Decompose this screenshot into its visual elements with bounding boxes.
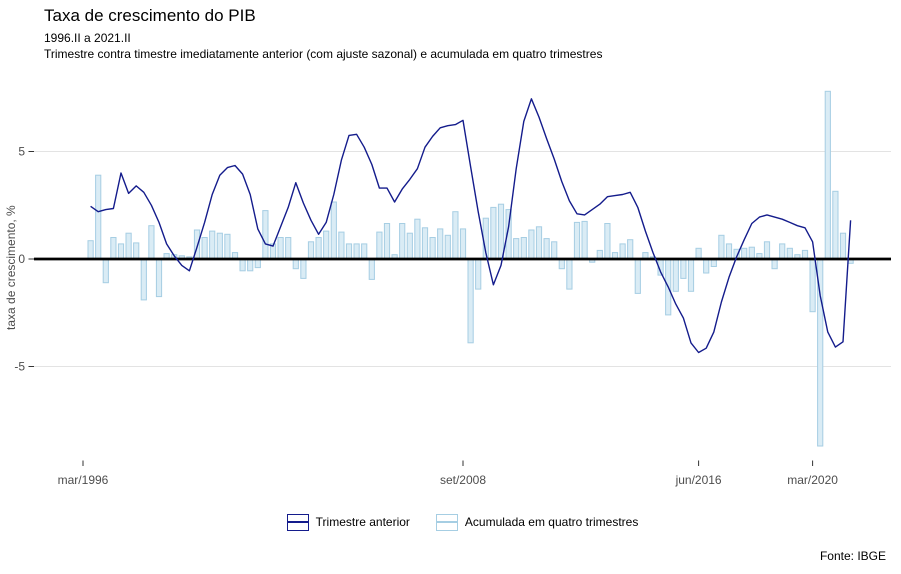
x-tick-label: mar/1996 <box>58 473 109 487</box>
bar <box>315 237 322 260</box>
bar <box>338 231 345 260</box>
bar <box>513 238 520 260</box>
y-tick-label: 5 <box>18 145 25 159</box>
bar <box>444 234 451 260</box>
chart-subtitle-period: 1996.II a 2021.II <box>44 31 131 45</box>
bar <box>300 258 307 279</box>
bar <box>414 218 421 260</box>
bar <box>376 231 383 260</box>
bar <box>490 206 497 260</box>
bar <box>285 237 292 260</box>
bar <box>619 243 626 260</box>
bar <box>209 230 216 260</box>
legend: Trimestre anterior Acumulada em quatro t… <box>34 511 891 533</box>
bar <box>399 223 406 260</box>
bar <box>87 240 94 260</box>
x-tick-label: mar/2020 <box>787 473 838 487</box>
bar <box>786 247 793 260</box>
bar <box>566 258 573 290</box>
chart-title: Taxa de crescimento do PIB <box>44 6 256 25</box>
bar <box>741 247 748 260</box>
bar <box>292 258 299 270</box>
bar <box>725 243 733 260</box>
bar <box>467 258 474 344</box>
legend-label-line: Trimestre anterior <box>315 515 410 529</box>
bar <box>125 232 132 260</box>
bar <box>703 258 710 274</box>
bar <box>353 243 360 260</box>
bar <box>672 258 679 292</box>
bar <box>117 243 125 260</box>
bar <box>680 258 687 279</box>
bar <box>558 258 565 270</box>
bar <box>452 211 459 260</box>
source-note: Fonte: IBGE <box>819 549 886 563</box>
bar <box>771 258 778 270</box>
y-tick-label: 0 <box>18 252 25 266</box>
bar <box>148 225 155 260</box>
bar <box>824 90 831 260</box>
bar <box>459 228 467 260</box>
line-series <box>90 98 852 354</box>
bar <box>718 234 725 260</box>
bar <box>809 258 816 313</box>
bar <box>475 258 482 290</box>
bar <box>497 203 505 260</box>
bar <box>627 239 634 260</box>
bar <box>535 226 543 260</box>
bar <box>528 229 535 260</box>
bar <box>239 258 246 272</box>
bar <box>216 232 223 260</box>
chart-subtitle-description: Trimestre contra timestre imediatamente … <box>44 47 603 61</box>
bar <box>262 210 269 260</box>
bar <box>368 258 375 280</box>
bar <box>345 243 353 260</box>
bar <box>687 258 695 292</box>
bar <box>779 243 786 260</box>
bar <box>323 230 330 260</box>
bar <box>330 201 337 260</box>
bar <box>102 258 109 284</box>
legend-label-bar: Acumulada em quatro trimestres <box>464 515 639 529</box>
bar <box>247 258 254 272</box>
bar <box>581 220 588 260</box>
y-tick-label: -5 <box>14 360 25 374</box>
bar <box>224 233 231 260</box>
bar <box>543 238 550 260</box>
bar <box>383 223 391 260</box>
bar <box>361 243 368 260</box>
bar <box>429 237 436 260</box>
bar <box>832 190 839 260</box>
bar <box>406 232 413 260</box>
legend-item-line: Trimestre anterior <box>286 513 410 531</box>
x-tick-label: jun/2016 <box>675 473 722 487</box>
bar <box>573 221 581 260</box>
bar <box>421 227 429 260</box>
bar <box>748 246 755 260</box>
bar <box>437 228 444 260</box>
bar <box>634 258 641 294</box>
bar <box>133 242 140 260</box>
bar <box>95 174 102 260</box>
bar <box>695 247 702 260</box>
bar <box>520 237 527 260</box>
bar <box>155 258 163 298</box>
bar <box>551 241 558 260</box>
bar <box>140 258 147 301</box>
bar-series-key-icon <box>435 513 458 531</box>
bar <box>201 237 208 260</box>
line-series-key-icon <box>286 513 309 531</box>
bar <box>839 232 847 260</box>
bar <box>763 241 771 260</box>
legend-item-bar: Acumulada em quatro trimestres <box>435 513 639 531</box>
bar <box>277 237 284 260</box>
bar <box>110 237 117 260</box>
bar <box>604 223 611 260</box>
bar <box>307 241 315 260</box>
x-tick-label: set/2008 <box>440 473 486 487</box>
